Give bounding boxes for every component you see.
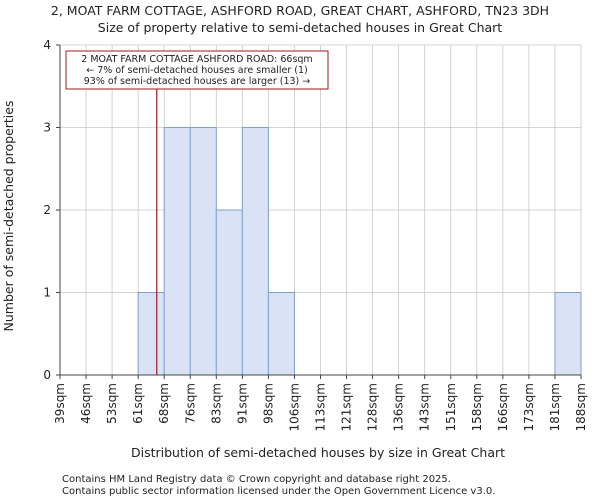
x-tick-label: 143sqm	[418, 383, 432, 431]
x-tick-label: 188sqm	[574, 383, 588, 431]
annotation-text-line: ← 7% of semi-detached houses are smaller…	[86, 65, 307, 76]
x-tick-label: 151sqm	[444, 383, 458, 431]
histogram-bar	[554, 292, 582, 376]
x-tick-label: 158sqm	[470, 383, 484, 431]
annotation-box	[65, 50, 329, 90]
x-tick-label: 113sqm	[314, 383, 328, 431]
chart-subtitle: Size of property relative to semi-detach…	[98, 20, 502, 35]
annotation-text-line: 2 MOAT FARM COTTAGE ASHFORD ROAD: 66sqm	[81, 54, 312, 65]
axes-group: 0 1 2 3 4 39sqm 46sqm 53sqm 61sqm 68sqm 76sqm 83sqm…	[43, 38, 588, 431]
histogram-bar	[163, 127, 191, 376]
x-tick-label: 173sqm	[522, 383, 536, 431]
y-tick-label: 0	[43, 368, 51, 382]
x-axis-label: Distribution of semi-detached houses by …	[131, 445, 505, 460]
x-tick-label: 106sqm	[287, 383, 301, 431]
x-tick-label: 181sqm	[548, 383, 562, 431]
x-tick-label: 61sqm	[131, 383, 145, 424]
x-tick-label: 39sqm	[53, 383, 67, 424]
x-tick-label: 121sqm	[340, 383, 354, 431]
x-tick-label: 136sqm	[392, 383, 406, 431]
y-tick-label: 2	[43, 203, 51, 217]
x-tick-label: 83sqm	[209, 383, 223, 424]
x-tick-label: 91sqm	[235, 383, 249, 424]
histogram-bar	[189, 127, 217, 376]
x-tick-label: 76sqm	[183, 383, 197, 424]
footer-line-1: Contains HM Land Registry data © Crown c…	[62, 474, 451, 485]
chart-title: 2, MOAT FARM COTTAGE, ASHFORD ROAD, GREA…	[51, 3, 549, 18]
y-tick-label: 1	[43, 286, 51, 300]
x-tick-label: 98sqm	[261, 383, 275, 424]
y-tick-label: 3	[43, 121, 51, 135]
histogram-bar	[137, 292, 165, 376]
x-tick-label: 46sqm	[79, 383, 93, 424]
bars-group	[137, 127, 582, 376]
histogram-bar	[215, 209, 243, 376]
x-tick-label: 53sqm	[105, 383, 119, 424]
y-tick-label: 4	[43, 38, 51, 52]
histogram-bar	[241, 127, 269, 376]
y-axis-label: Number of semi-detached properties	[1, 101, 16, 332]
histogram-bar	[267, 292, 295, 376]
annotation-text-line: 93% of semi-detached houses are larger (…	[84, 76, 311, 87]
x-tick-label: 68sqm	[157, 383, 171, 424]
annotation-group: 2 MOAT FARM COTTAGE ASHFORD ROAD: 66sqm←…	[65, 50, 329, 90]
x-tick-label: 128sqm	[366, 383, 380, 431]
x-tick-label: 166sqm	[496, 383, 510, 431]
footer-line-2: Contains public sector information licen…	[62, 486, 495, 497]
